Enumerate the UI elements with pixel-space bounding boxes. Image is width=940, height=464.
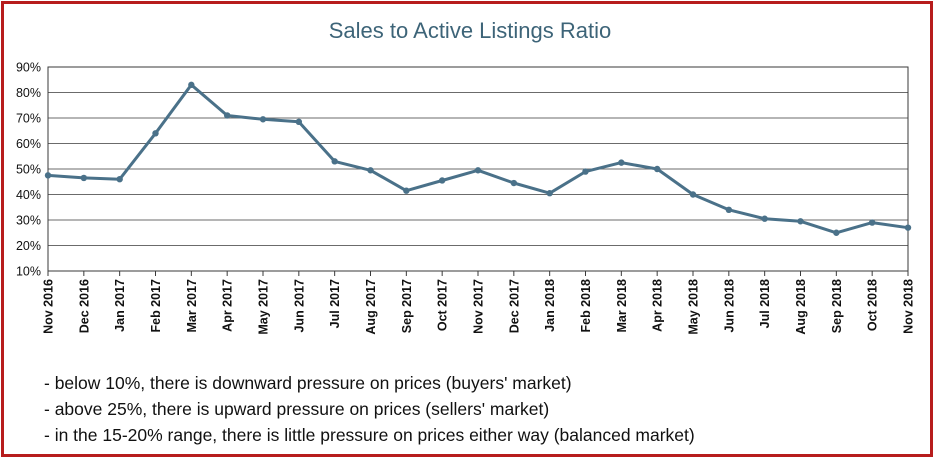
data-point (725, 206, 733, 213)
x-tick-label: Jan 2018 (543, 279, 557, 332)
y-tick-labels: 10% 20% 30% 40% 50% 60% 70% 80% 90% (16, 61, 41, 279)
y-tick-label: 70% (16, 112, 41, 126)
chart-frame (1, 1, 933, 457)
data-point (367, 167, 374, 174)
data-point (797, 218, 804, 225)
x-tick-label: Nov 2016 (42, 279, 56, 334)
x-tick-labels: Nov 2016 Dec 2016 Jan 2017 Feb 2017 Mar 2017… (42, 279, 916, 335)
y-tick-label: 90% (16, 61, 41, 75)
x-tick-label: Dec 2017 (507, 279, 521, 333)
x-tick-label: Jan 2017 (113, 279, 127, 332)
data-point (546, 190, 553, 197)
y-tick-label: 30% (16, 214, 41, 228)
axes (47, 66, 909, 276)
data-point (582, 168, 589, 175)
data-point (44, 172, 52, 179)
data-point (438, 177, 446, 184)
x-tick-label: Oct 2018 (866, 279, 880, 331)
x-tick-label: Sep 2018 (830, 279, 844, 333)
x-tick-label: Mar 2017 (185, 279, 199, 333)
x-tick-label: Apr 2017 (221, 279, 235, 332)
x-tick-label: Nov 2017 (472, 279, 486, 334)
x-tick-label: Sep 2017 (400, 279, 414, 333)
x-tick-label: Aug 2018 (794, 279, 808, 335)
note-sellers-market: - above 25%, there is upward pressure on… (44, 399, 550, 419)
data-point (80, 174, 88, 182)
x-tick-label: Feb 2018 (579, 279, 593, 333)
data-point (689, 191, 697, 198)
x-tick-label: Oct 2017 (436, 279, 450, 331)
data-point (259, 116, 267, 123)
data-point (223, 112, 231, 119)
x-tick-label: Apr 2018 (651, 279, 665, 332)
data-point (618, 159, 625, 166)
note-buyers-market: - below 10%, there is downward pressure … (44, 373, 572, 393)
data-point (904, 224, 912, 231)
data-point (833, 229, 840, 236)
data-point (188, 81, 195, 89)
x-tick-label: Aug 2017 (364, 279, 378, 335)
y-tick-label: 80% (16, 86, 41, 100)
x-tick-label: Mar 2018 (615, 279, 629, 333)
series-layer (44, 81, 912, 236)
data-point (403, 187, 410, 194)
y-tick-label: 20% (16, 239, 41, 253)
note-balanced-market: - in the 15-20% range, there is little p… (44, 425, 695, 445)
x-tick-label: Jun 2018 (722, 279, 736, 333)
data-point (116, 176, 123, 183)
data-point (761, 215, 768, 222)
y-tick-label: 10% (16, 265, 41, 279)
x-tick-label: Jun 2017 (292, 279, 306, 333)
data-point (152, 130, 159, 137)
data-point (653, 165, 661, 173)
data-point (295, 118, 303, 126)
x-tick-label: Nov 2018 (902, 279, 916, 334)
series-line (47, 83, 909, 235)
chart-title: Sales to Active Listings Ratio (328, 18, 612, 43)
data-point (868, 219, 876, 226)
notes: - below 10%, there is downward pressure … (44, 370, 695, 448)
x-tick-label: Jul 2017 (328, 279, 342, 328)
x-tick-label: Dec 2016 (77, 279, 91, 333)
data-point (474, 167, 482, 174)
y-tick-label: 50% (16, 163, 41, 177)
x-tick-label: May 2017 (257, 279, 271, 335)
x-tick-label: Jul 2018 (758, 279, 772, 328)
data-point (510, 179, 518, 187)
x-tick-label: Feb 2017 (149, 279, 163, 333)
data-point (331, 158, 338, 165)
x-tick-label: May 2018 (687, 279, 701, 335)
y-tick-label: 60% (16, 137, 41, 151)
y-tick-label: 40% (16, 188, 41, 202)
